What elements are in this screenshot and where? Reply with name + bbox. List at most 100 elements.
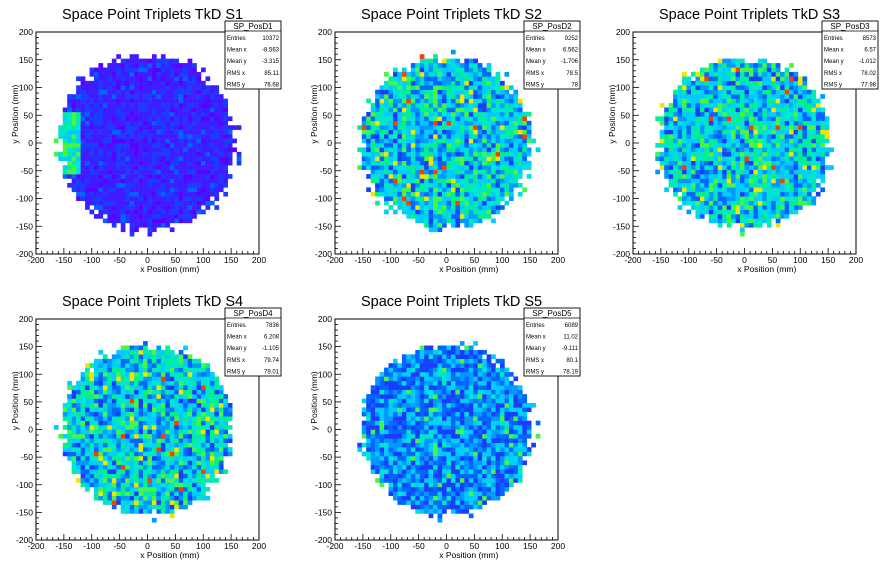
heatmap-cell	[62, 147, 68, 153]
heatmap-cell	[366, 134, 371, 139]
heatmap-cell	[419, 178, 425, 184]
heatmap-cell	[517, 151, 523, 157]
heatmap-cell	[129, 385, 135, 390]
heatmap-cell	[486, 98, 492, 104]
heatmap-cell	[713, 98, 718, 104]
heatmap-cell	[495, 138, 501, 144]
heatmap-cell	[682, 151, 687, 157]
heatmap-cell	[424, 218, 429, 224]
heatmap-cell	[151, 491, 157, 497]
heatmap-cell	[717, 165, 723, 170]
heatmap-cell	[151, 63, 157, 68]
heatmap-cell	[134, 345, 139, 351]
heatmap-cell	[125, 147, 130, 153]
heatmap-cell	[134, 143, 139, 148]
heatmap-cell	[147, 464, 153, 470]
stats-row-label: Mean y	[227, 59, 247, 65]
heatmap-cell	[757, 209, 763, 215]
heatmap-cell	[98, 482, 104, 488]
heatmap-cell	[784, 196, 790, 201]
heatmap-cell	[695, 205, 701, 210]
heatmap-cell	[829, 165, 834, 170]
heatmap-cell	[93, 98, 99, 104]
heatmap-cell	[397, 103, 403, 108]
heatmap-cell	[748, 200, 754, 206]
heatmap-cell	[442, 98, 447, 104]
heatmap-cell	[98, 456, 104, 461]
heatmap-cell	[780, 125, 785, 130]
heatmap-cell	[806, 147, 812, 153]
heatmap-cell	[80, 478, 86, 483]
heatmap-cell	[98, 111, 104, 117]
heatmap-cell	[446, 80, 452, 86]
heatmap-cell	[98, 182, 104, 188]
heatmap-cell	[134, 363, 139, 368]
heatmap-cell	[165, 116, 171, 122]
heatmap-cell	[214, 156, 220, 162]
heatmap-cell	[174, 363, 179, 368]
heatmap-cell	[433, 174, 438, 179]
heatmap-cell	[806, 160, 812, 166]
heatmap-cell	[379, 138, 385, 144]
heatmap-cell	[415, 134, 420, 139]
heatmap-cell	[183, 389, 188, 395]
heatmap-cell	[147, 134, 153, 139]
heatmap-cell	[806, 134, 812, 139]
heatmap-cell	[160, 182, 166, 188]
heatmap-cell	[120, 389, 126, 395]
heatmap-cell	[802, 89, 808, 95]
heatmap-cell	[744, 222, 750, 228]
heatmap-cell	[442, 191, 447, 197]
heatmap-cells	[655, 58, 834, 237]
heatmap-cell	[508, 151, 514, 157]
heatmap-cell	[464, 187, 470, 193]
heatmap-cell	[174, 433, 179, 439]
heatmap-cell	[419, 94, 425, 99]
heatmap-cell	[740, 218, 745, 224]
heatmap-cell	[129, 433, 135, 439]
heatmap-cell	[513, 120, 519, 126]
heatmap-cell	[169, 205, 175, 210]
heatmap-cell	[442, 178, 447, 184]
heatmap-cell	[491, 129, 496, 135]
heatmap-cell	[477, 182, 483, 188]
heatmap-cell	[183, 438, 188, 444]
heatmap-cell	[129, 54, 135, 59]
heatmap-cell	[138, 354, 144, 360]
heatmap-cell	[477, 71, 483, 77]
heatmap-cell	[71, 134, 77, 139]
heatmap-cell	[464, 103, 470, 108]
heatmap-cell	[699, 214, 705, 219]
heatmap-cell	[129, 438, 135, 444]
heatmap-cell	[806, 174, 812, 179]
heatmap-cell	[695, 120, 701, 126]
heatmap-cell	[748, 222, 754, 228]
heatmap-cell	[397, 156, 403, 162]
heatmap-cell	[513, 151, 519, 157]
heatmap-cell	[187, 469, 193, 474]
heatmap-cell	[201, 107, 206, 113]
heatmap-cell	[798, 178, 803, 184]
heatmap-cell	[419, 98, 425, 104]
heatmap-cell	[169, 196, 175, 201]
heatmap-cell	[442, 63, 447, 68]
heatmap-cell	[798, 174, 803, 179]
heatmap-cell	[722, 89, 727, 95]
heatmap-cell	[111, 71, 117, 77]
heatmap-cell	[375, 134, 380, 139]
heatmap-cell	[209, 169, 215, 175]
heatmap-cell	[143, 94, 148, 99]
heatmap-cell	[526, 160, 532, 166]
heatmap-cell	[71, 165, 77, 170]
heatmap-cell	[85, 438, 90, 444]
heatmap-cell	[178, 200, 184, 206]
heatmap-cell	[464, 160, 470, 166]
heatmap-cell	[486, 165, 492, 170]
heatmap-cell	[143, 495, 148, 501]
heatmap-cell	[464, 116, 470, 122]
heatmap-cell	[134, 495, 139, 501]
heatmap-cell	[722, 209, 727, 215]
heatmap-cell	[120, 85, 126, 90]
heatmap-cell	[757, 165, 763, 170]
heatmap-cell	[735, 67, 741, 73]
